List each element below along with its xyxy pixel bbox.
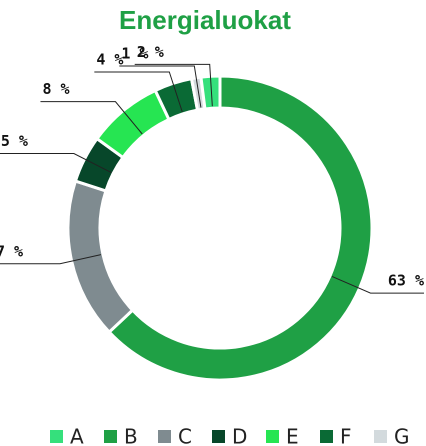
- legend-swatch: [320, 430, 333, 443]
- data-label: 2 %: [137, 43, 164, 61]
- data-label: 5 %: [1, 132, 28, 150]
- legend-label: G: [394, 425, 410, 446]
- leader-line: [331, 275, 424, 294]
- legend-label: D: [232, 425, 247, 446]
- legend-swatch: [266, 430, 279, 443]
- data-label: 8 %: [42, 80, 69, 98]
- data-label: 4 %: [96, 51, 123, 69]
- legend-swatch: [50, 430, 63, 443]
- legend-swatch: [212, 430, 225, 443]
- legend-label: A: [70, 425, 84, 446]
- legend-swatch: [104, 430, 117, 443]
- donut-segment: [66, 179, 135, 335]
- donut-segment: [199, 74, 222, 111]
- leader-line: [0, 254, 102, 265]
- legend-label: E: [286, 425, 299, 446]
- legend-swatch: [158, 430, 171, 443]
- legend-swatch: [374, 430, 387, 443]
- leader-line: [94, 71, 183, 113]
- legend-label: C: [178, 425, 192, 446]
- leader-line: [134, 63, 213, 107]
- legend-label: B: [124, 425, 138, 446]
- data-label: 1 %: [121, 45, 148, 63]
- chart-title: Energialuokat: [119, 5, 291, 35]
- leader-line: [119, 65, 202, 108]
- data-label: 17 %: [0, 242, 23, 260]
- data-label: 63 %: [388, 272, 424, 290]
- leader-line: [40, 101, 143, 135]
- donut-segment: [94, 88, 171, 160]
- legend-label: F: [340, 425, 352, 446]
- donut-segment: [107, 74, 374, 382]
- leader-line: [0, 153, 112, 174]
